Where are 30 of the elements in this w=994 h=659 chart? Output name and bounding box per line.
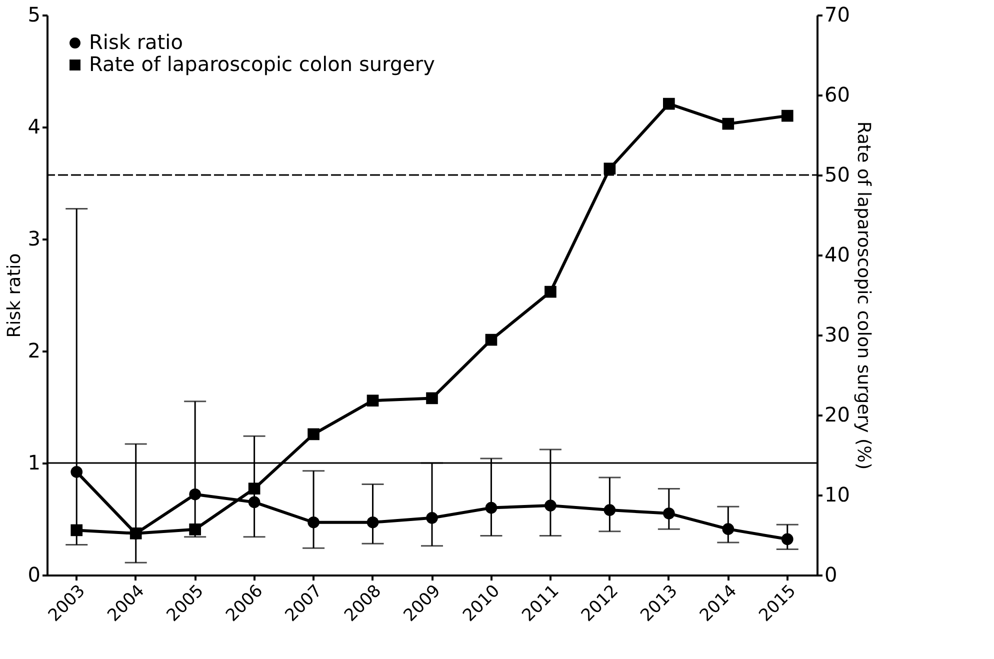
y-tick-label: 1 bbox=[28, 450, 40, 474]
point bbox=[248, 482, 260, 495]
y-tick-label: 5 bbox=[28, 2, 40, 26]
point bbox=[70, 524, 83, 536]
point bbox=[485, 334, 498, 346]
y2-tick-label: 40 bbox=[824, 242, 850, 266]
point bbox=[366, 394, 379, 407]
legend-label: Rate of laparoscopic colon surgery bbox=[89, 52, 436, 76]
y-axis-title: Risk ratio bbox=[4, 253, 25, 338]
point bbox=[604, 162, 616, 175]
y2-tick-label: 70 bbox=[824, 2, 850, 26]
y2-axis-title: Rate of laparoscopic colon surgery (%) bbox=[852, 121, 874, 470]
y2-tick-label: 0 bbox=[824, 562, 838, 586]
point bbox=[663, 98, 675, 110]
legend-label: Risk ratio bbox=[89, 30, 183, 54]
y2-tick-label: 30 bbox=[824, 322, 850, 346]
point bbox=[722, 118, 734, 130]
y2-tick-label: 60 bbox=[824, 82, 850, 106]
point bbox=[781, 110, 794, 122]
y-tick-label: 2 bbox=[28, 338, 40, 362]
y2-tick-label: 20 bbox=[824, 402, 850, 426]
y-tick-label: 0 bbox=[28, 562, 40, 586]
y-tick-label: 4 bbox=[28, 114, 40, 138]
point bbox=[308, 428, 320, 440]
point bbox=[544, 286, 556, 298]
point bbox=[189, 523, 201, 536]
point bbox=[426, 392, 438, 404]
y-tick-label: 3 bbox=[28, 226, 40, 250]
y2-tick-label: 10 bbox=[824, 482, 850, 506]
y2-tick-label: 50 bbox=[824, 162, 850, 186]
